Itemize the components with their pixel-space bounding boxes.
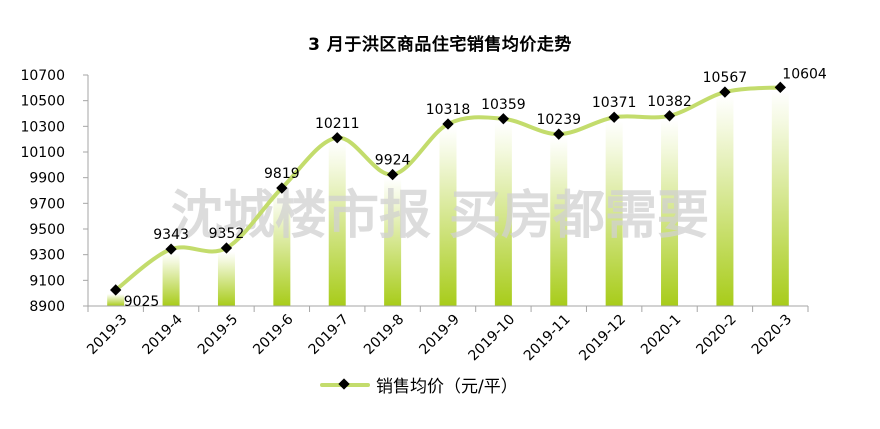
data-labels: 9025 9343 9352 9819 10211 9924 10318 10359 10239… (124, 66, 827, 310)
watermark-text: 沈城楼市报 买房都需要 (171, 186, 709, 246)
legend: 销售均价（元/平） (320, 372, 518, 397)
diamond-marker-icon (553, 128, 565, 140)
y-tick-label: 10300 (20, 119, 65, 135)
data-label-2019-6: 9819 (264, 166, 300, 182)
bar-2019-5 (217, 251, 235, 306)
bar-2019-10 (494, 122, 512, 307)
data-label-2019-9: 10318 (426, 102, 471, 118)
bar-2019-11 (550, 138, 568, 306)
y-tick-label: 9700 (29, 196, 65, 212)
y-tick-label: 9300 (29, 248, 65, 264)
bar-2020-2 (716, 96, 734, 307)
diamond-marker-icon (220, 242, 233, 254)
x-tick-label: 2019-9 (416, 312, 462, 358)
x-tick-label: 2020-1 (638, 312, 684, 358)
x-tick-label: 2019-3 (84, 312, 130, 358)
legend-line-diamond-icon (320, 377, 370, 392)
data-label-2020-2: 10567 (703, 70, 748, 86)
data-label-2019-8: 9924 (375, 153, 411, 169)
diamond-marker-icon (165, 243, 177, 255)
diamond-marker-icon (497, 113, 510, 125)
bar-2019-7 (328, 141, 346, 306)
x-tick-label: 2019-8 (361, 312, 407, 358)
data-label-2019-5: 9352 (209, 226, 245, 242)
bar-2019-12 (605, 121, 623, 306)
diamond-marker-icon (774, 81, 786, 93)
x-tick-label: 2019-4 (140, 311, 186, 357)
diamond-marker-icon (608, 111, 620, 123)
chart-title: 3 月于洪区商品住宅销售均价走势 (308, 35, 572, 55)
data-label-2019-3: 9025 (124, 294, 160, 310)
bar-2020-3 (771, 91, 789, 306)
data-label-2020-3: 10604 (782, 66, 827, 82)
y-tick-label: 10700 (20, 68, 65, 84)
diamond-marker-icon (719, 86, 731, 98)
y-tick-label: 8900 (29, 299, 65, 315)
bar-2019-3 (107, 293, 125, 306)
x-tick-label: 2019-5 (195, 312, 241, 358)
data-label-2019-12: 10371 (592, 95, 637, 111)
legend-label: 销售均价（元/平） (376, 377, 518, 397)
x-tick-label: 2019-11 (521, 312, 574, 365)
y-tick-label: 10100 (20, 145, 65, 161)
data-label-2020-1: 10382 (647, 94, 692, 110)
data-label-2019-10: 10359 (481, 97, 526, 113)
x-tick-label: 2019-7 (306, 312, 352, 358)
data-label-2019-4: 9343 (153, 227, 189, 243)
diamond-marker-icon (276, 182, 288, 194)
diamond-marker-icon (663, 110, 676, 122)
y-tick-label: 9500 (29, 222, 65, 238)
y-tick-label: 9900 (29, 171, 65, 187)
gradient-bars (107, 91, 789, 307)
x-tick-label: 2020-3 (749, 312, 795, 358)
x-tick-label: 2019-12 (576, 312, 629, 365)
x-tick-label: 2020-2 (693, 312, 739, 358)
bar-2019-6 (273, 192, 291, 306)
x-tick-label: 2019-10 (466, 312, 519, 365)
bar-2020-1 (661, 119, 679, 306)
x-tick-label: 2019-6 (250, 311, 296, 357)
bar-2019-4 (162, 253, 180, 306)
bar-2019-9 (439, 128, 457, 306)
data-label-2019-11: 10239 (536, 112, 581, 128)
diamond-marker-icon (386, 168, 399, 181)
y-tick-label: 10500 (20, 94, 65, 110)
diamond-marker-icon (331, 132, 343, 144)
bar-2019-8 (384, 178, 402, 306)
data-label-2019-7: 10211 (315, 116, 360, 132)
y-tick-label: 9100 (29, 273, 65, 289)
